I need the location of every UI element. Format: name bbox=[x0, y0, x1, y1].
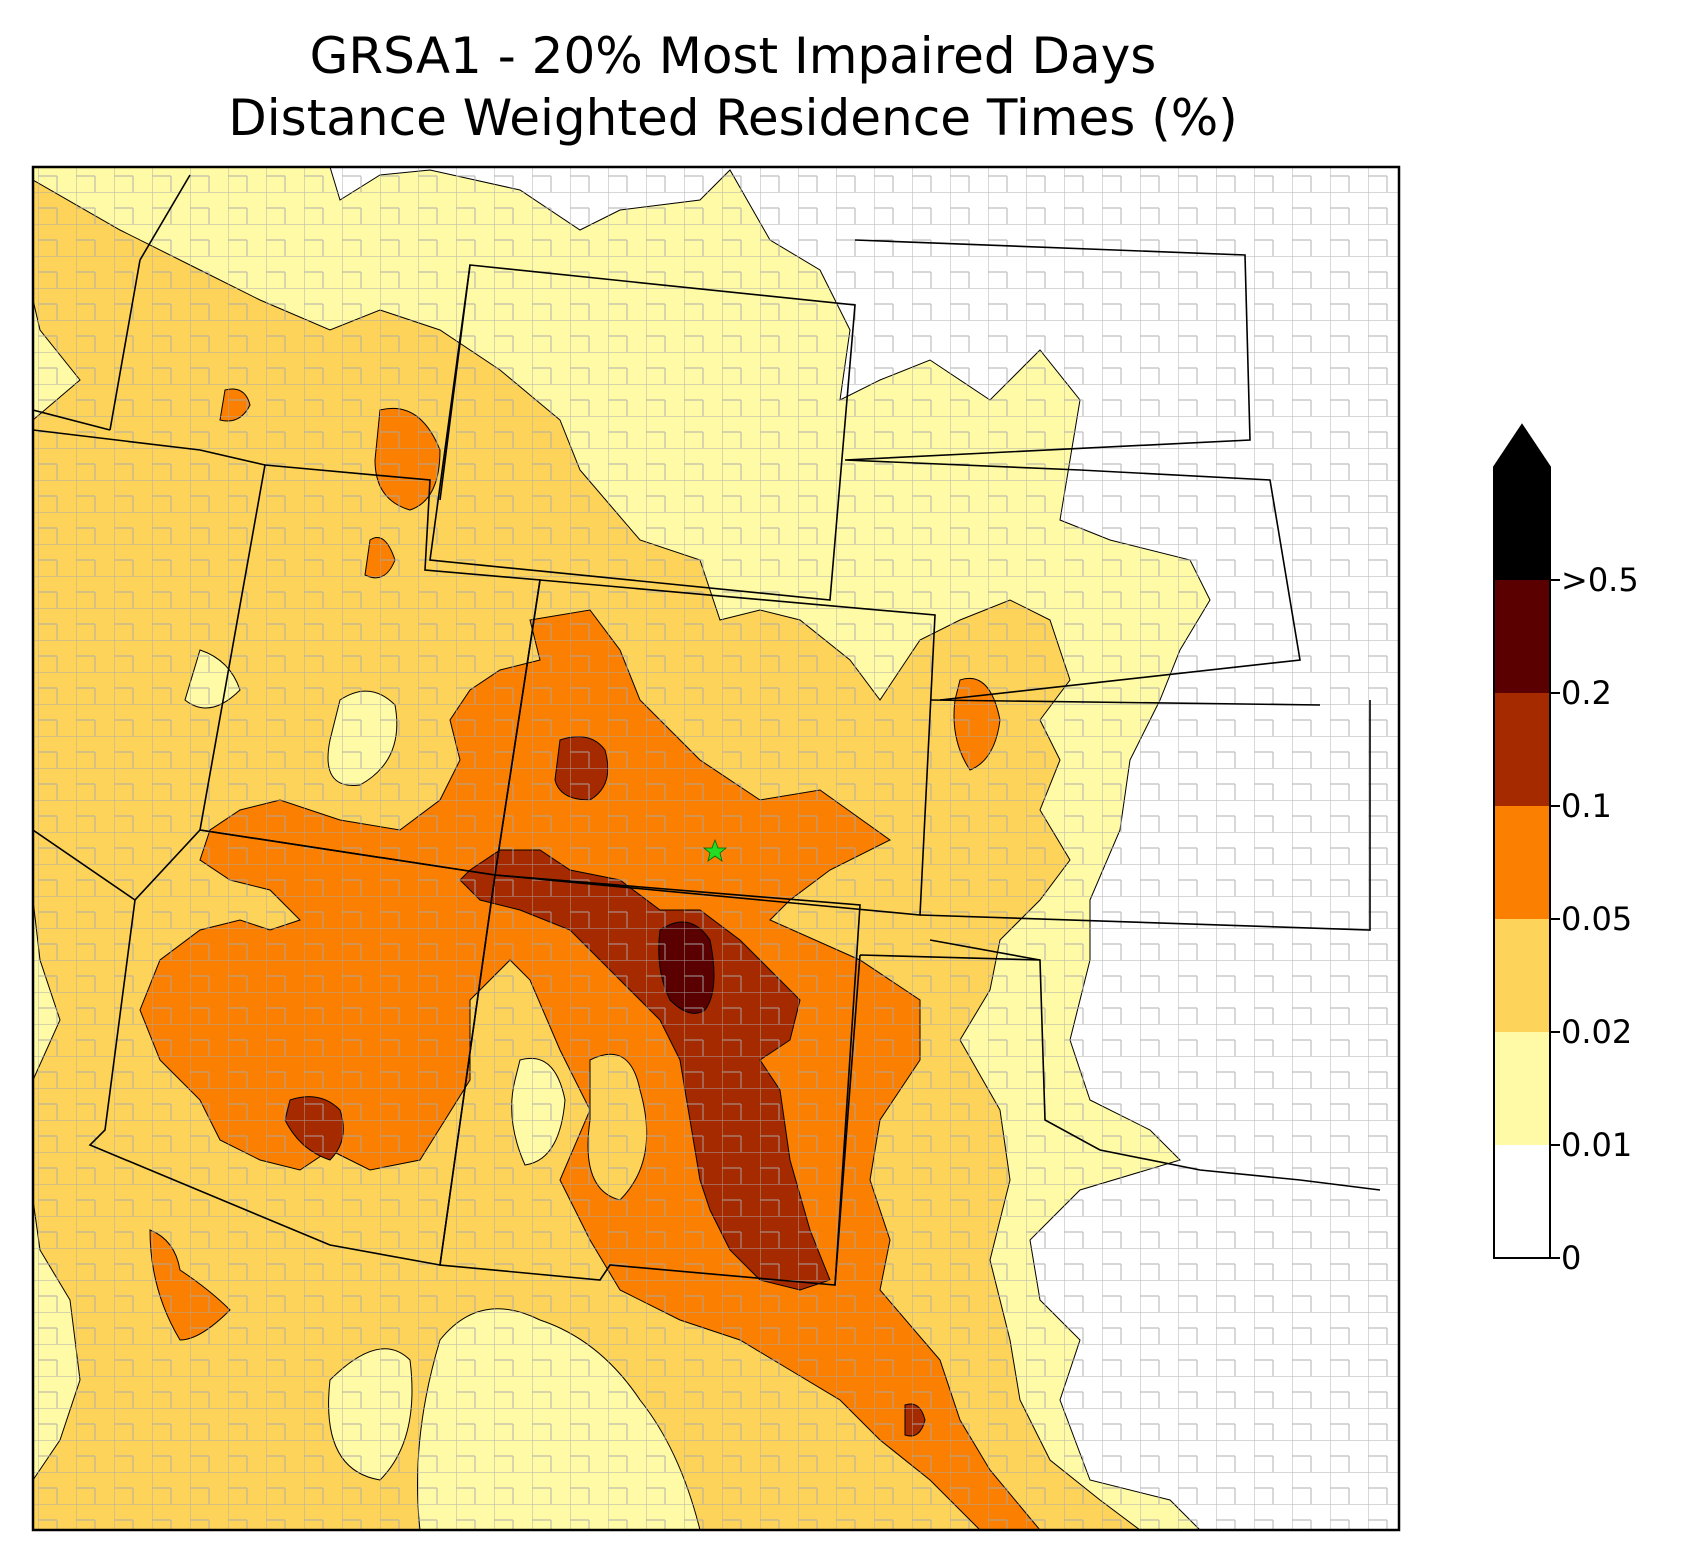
colorbar-tick-label: 0.02 bbox=[1561, 1013, 1633, 1051]
colorbar-tick-label: 0.01 bbox=[1561, 1126, 1633, 1164]
colorbar-tick-label: 0.05 bbox=[1561, 900, 1633, 938]
colorbar-swatch bbox=[1494, 806, 1550, 919]
colorbar-swatch bbox=[1494, 467, 1550, 580]
colorbar-swatch bbox=[1494, 1032, 1550, 1145]
colorbar-swatch bbox=[1494, 580, 1550, 693]
colorbar-tick-label: 0.2 bbox=[1561, 674, 1612, 712]
map-frame bbox=[31, 165, 1401, 1532]
site-star-icon bbox=[702, 838, 728, 862]
colorbar-tick-label: 0.1 bbox=[1561, 787, 1612, 825]
colorbar-swatch bbox=[1494, 919, 1550, 1032]
map-area bbox=[33, 167, 1399, 1530]
map-subtitle: Distance Weighted Residence Times (%) bbox=[228, 89, 1238, 147]
colorbar-tick-label: 0 bbox=[1561, 1239, 1582, 1277]
state-boundaries bbox=[33, 174, 1381, 1286]
colorbar-tick-label: >0.5 bbox=[1561, 561, 1639, 599]
map-title: GRSA1 - 20% Most Impaired Days bbox=[309, 27, 1157, 85]
colorbar-swatch bbox=[1494, 693, 1550, 806]
colorbar-outline bbox=[1493, 423, 1551, 1259]
colorbar-extend-arrow bbox=[1494, 425, 1550, 467]
colorbar-swatch bbox=[1494, 1145, 1550, 1258]
colorbar bbox=[1493, 423, 1560, 1259]
